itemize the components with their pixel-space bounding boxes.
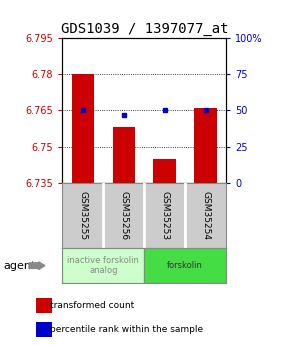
Text: GSM35255: GSM35255 [78,191,87,240]
Bar [113,127,135,183]
Text: GSM35254: GSM35254 [201,191,210,240]
Text: percentile rank within the sample: percentile rank within the sample [50,325,204,334]
Text: GSM35253: GSM35253 [160,191,169,240]
Bar [72,74,94,183]
Text: forskolin: forskolin [167,261,203,270]
Bar [36,322,52,337]
Text: inactive forskolin
analog: inactive forskolin analog [67,256,139,275]
Bar [36,298,52,313]
Bar [144,248,226,283]
Bar [153,159,176,183]
Text: transformed count: transformed count [50,301,135,310]
Bar [62,248,144,283]
Title: GDS1039 / 1397077_at: GDS1039 / 1397077_at [61,21,228,36]
Bar [195,108,217,183]
Text: GSM35256: GSM35256 [119,191,128,240]
Text: agent: agent [3,261,35,270]
